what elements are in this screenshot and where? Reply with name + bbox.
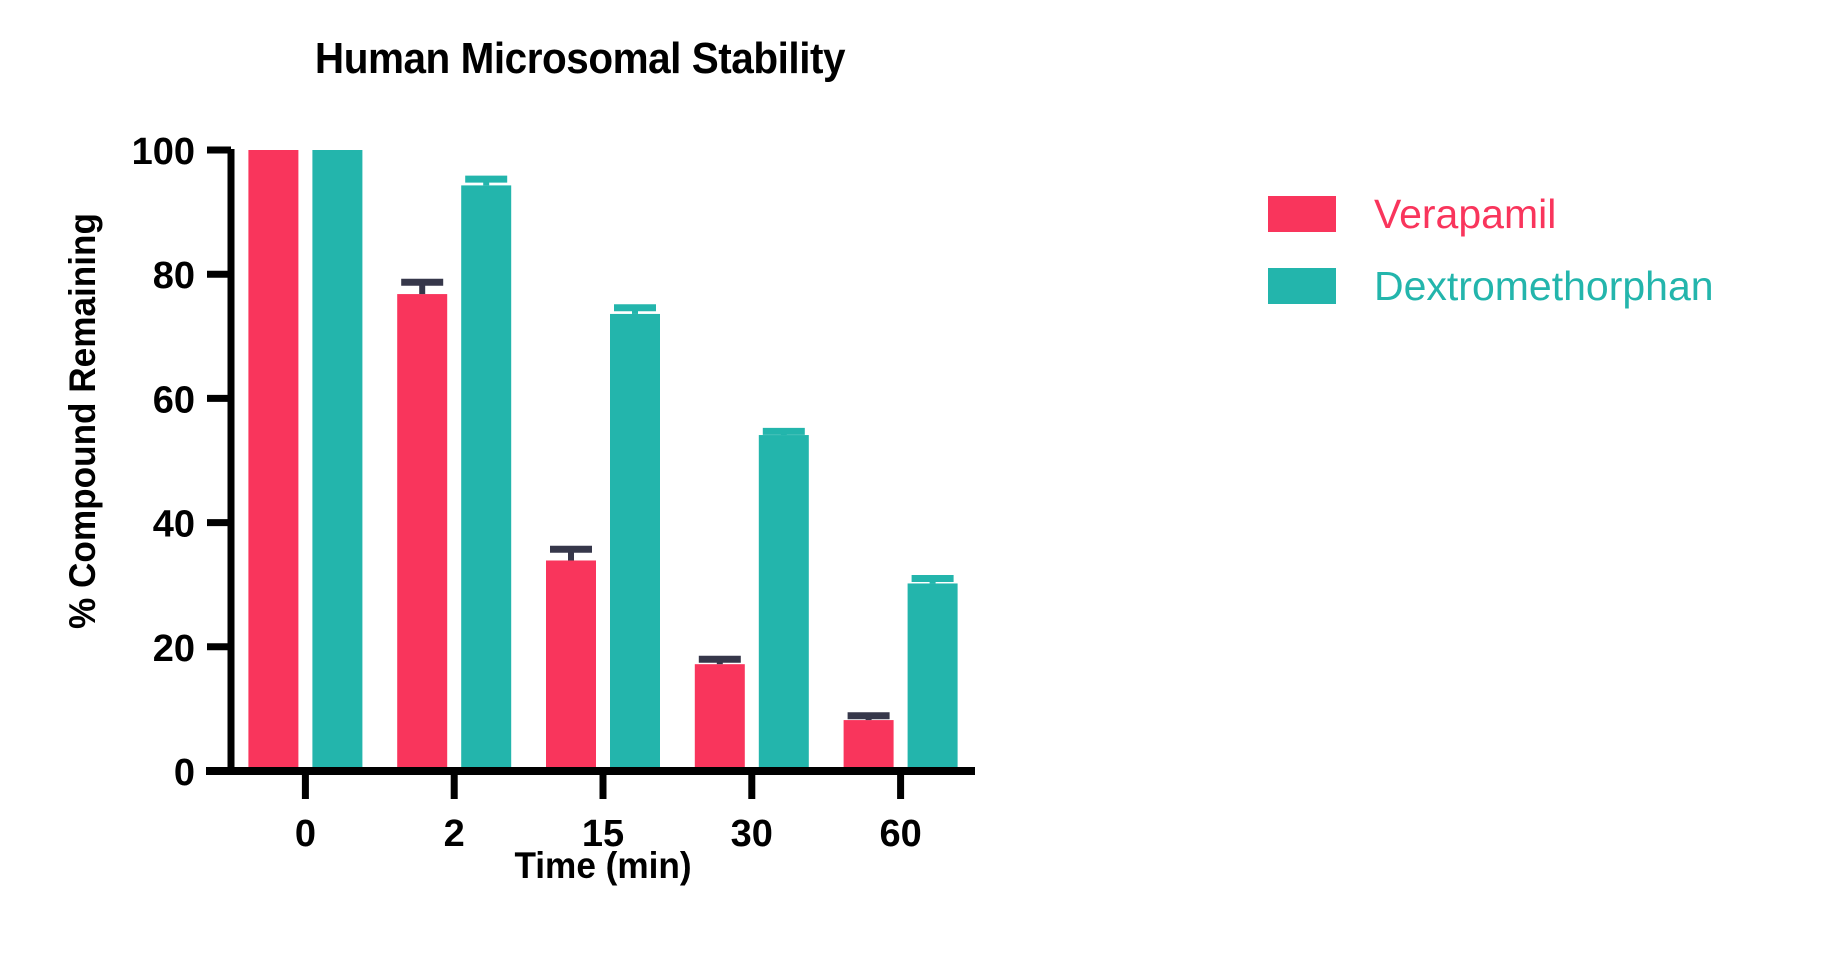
bar-verapamil-15: [546, 560, 596, 771]
errorbar-verapamil-30: [698, 655, 741, 665]
legend-item-verapamil[interactable]: Verapamil: [1268, 178, 1748, 250]
bar-dextromethorphan-2: [461, 185, 512, 772]
bar-dextromethorphan-0: [312, 150, 363, 771]
plot-area: 0 20 40 60 80 100 0 2 15 30 60: [132, 131, 975, 855]
bar-dextromethorphan-60: [907, 583, 958, 771]
errorbar-dextromethorphan-2: [465, 175, 508, 186]
legend-label-verapamil: Verapamil: [1374, 190, 1557, 237]
y-tick-label-60: 60: [153, 379, 195, 421]
errorbar-dextromethorphan-30: [762, 427, 805, 436]
x-tick-label-15: 15: [582, 813, 624, 855]
errorbar-dextromethorphan-60: [911, 574, 954, 584]
y-tick-label-20: 20: [153, 628, 195, 670]
bar-verapamil-0: [248, 150, 299, 771]
legend-item-dextromethorphan[interactable]: Dextromethorphan: [1268, 250, 1748, 322]
errorbar-verapamil-60: [847, 712, 890, 721]
chart-title: Human Microsomal Stability: [314, 34, 846, 83]
errorbar-dextromethorphan-15: [614, 304, 656, 314]
x-tick-label-0: 0: [295, 813, 316, 855]
y-tick-label-0: 0: [174, 752, 195, 794]
legend-swatch-dextromethorphan: [1268, 268, 1336, 304]
errorbar-verapamil-15: [550, 545, 592, 561]
bar-dextromethorphan-15: [610, 313, 660, 771]
x-tick-label-30: 30: [731, 813, 773, 855]
errorbar-verapamil-2: [401, 278, 444, 295]
y-tick-label-80: 80: [153, 255, 195, 297]
bar-verapamil-2: [397, 294, 448, 771]
bar-dextromethorphan-30: [758, 435, 809, 771]
x-axis-title: Time (min): [514, 845, 692, 886]
chart-legend: Verapamil Dextromethorphan: [1268, 178, 1748, 322]
x-tick-label-60: 60: [879, 813, 921, 855]
legend-label-dextromethorphan: Dextromethorphan: [1374, 262, 1714, 309]
y-tick-label-100: 100: [132, 131, 195, 173]
bar-verapamil-60: [843, 720, 894, 771]
bar-verapamil-30: [694, 664, 745, 771]
legend-swatch-verapamil: [1268, 196, 1336, 232]
x-tick-label-2: 2: [444, 813, 465, 855]
y-tick-label-40: 40: [153, 504, 195, 546]
